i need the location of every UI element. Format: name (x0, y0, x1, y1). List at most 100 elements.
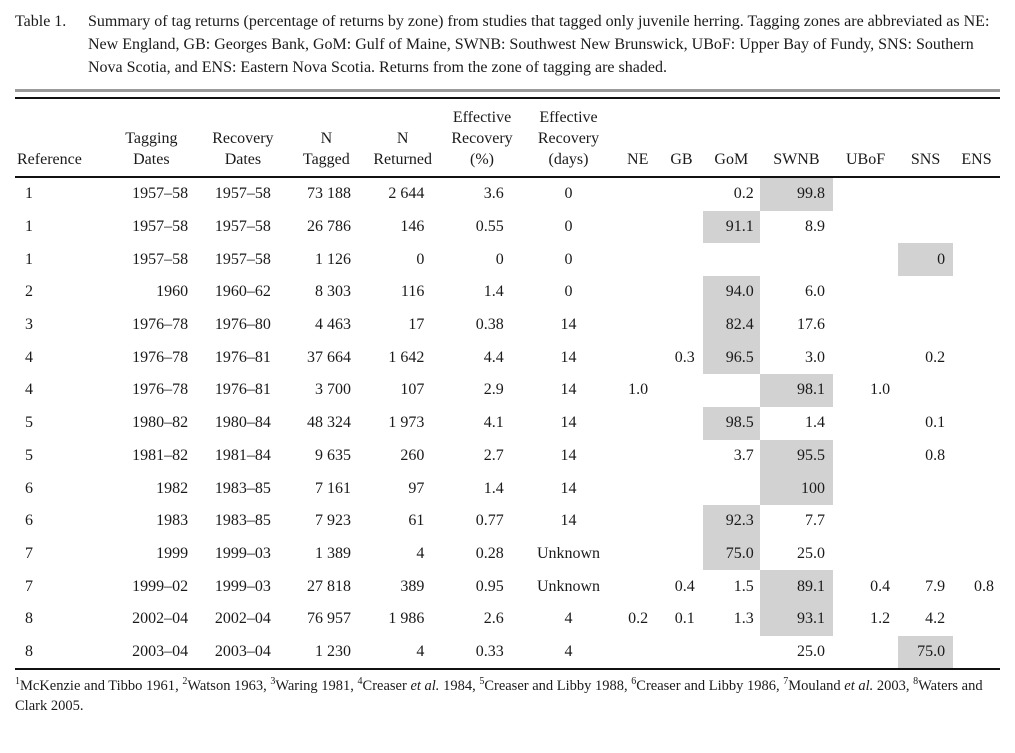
table-cell: 1.4 (805, 414, 826, 432)
table-cell: 1981–84 (214, 446, 271, 464)
table-cell: 7.7 (805, 512, 826, 530)
table-row: 7 1999–02 1999–03 27 818 389 0.95 Unknown 0.4 1.… (15, 570, 1000, 603)
column-header-recovery-dates: Recovery Dates (196, 98, 290, 178)
column-header-GoM: GoM (702, 98, 760, 178)
table-cell: 0.1 (674, 610, 695, 628)
table-cell (615, 341, 660, 374)
table-cell (660, 505, 703, 538)
table-cell (615, 276, 660, 309)
table-cell: 260 (400, 446, 425, 464)
table-cell: 4.1 (483, 414, 504, 432)
shaded-cell: 0 (898, 243, 954, 277)
table-cell (898, 309, 953, 342)
table-cell: 1.0 (870, 381, 891, 399)
table-cell: 4.2 (925, 610, 946, 628)
table-cell (615, 538, 660, 571)
table-header: Reference Tagging Dates Recovery Dates N Ta… (15, 98, 1000, 178)
table-cell: 107 (400, 381, 425, 399)
table-cell (833, 211, 898, 244)
table-cell (660, 538, 703, 571)
table-cell: 14 (560, 446, 577, 464)
table-cell (615, 472, 660, 505)
table-cell: 1983–85 (214, 512, 271, 530)
table-caption: Table 1. Summary of tag returns (percent… (15, 10, 1000, 79)
table-cell: 97 (408, 479, 425, 497)
table-cell (898, 177, 953, 211)
table-cell: 0 (416, 250, 425, 268)
table-cell: 1957–58 (132, 218, 189, 236)
table-cell: 1980–84 (214, 414, 271, 432)
table-cell (615, 407, 660, 440)
table-cell (833, 472, 898, 505)
table-cell: 7 161 (314, 479, 351, 497)
footnote: 1McKenzie and Tibbo 1961, 2Watson 1963, … (15, 676, 983, 715)
table-cell: 4 463 (314, 316, 351, 334)
table-row: 4 1976–78 1976–81 3 700 107 2.9 14 1.0 98.1 1.0 (15, 374, 1000, 407)
table-cell: 14 (560, 316, 577, 334)
column-header-n-returned: N Returned (362, 98, 443, 178)
table-cell (953, 538, 1000, 571)
table-cell (703, 374, 760, 407)
table-cell: 4 (564, 642, 573, 660)
table-cell: 1976–78 (132, 316, 189, 334)
table-cell: 9 635 (314, 446, 351, 464)
table-cell: 2002–04 (132, 610, 189, 628)
column-header-SNS: SNS (898, 98, 954, 178)
table-cell (833, 407, 898, 440)
table-cell: 2.9 (483, 381, 504, 399)
table-cell: 14 (560, 479, 577, 497)
shaded-cell: 93.1 (759, 602, 834, 636)
table-cell: 6 (25, 479, 33, 497)
table-cell: 5 (25, 446, 33, 464)
table-cell (660, 309, 703, 342)
table-cell (953, 177, 1000, 211)
shaded-cell: 96.5 (702, 341, 760, 375)
column-header-NE: NE (615, 98, 661, 178)
footnote-reference: 8Waters and Clark 2005 (15, 676, 983, 715)
table-cell: 3.7 (733, 446, 754, 464)
table-cell: 14 (560, 348, 577, 366)
table-cell: 2.7 (483, 446, 504, 464)
table-cell (953, 603, 1000, 636)
table-cell: 1957–58 (214, 250, 271, 268)
table-cell: 0.55 (475, 218, 504, 236)
table-cell: 116 (400, 283, 425, 301)
table-cell: 2.6 (483, 610, 504, 628)
table-cell: 0 (564, 185, 573, 203)
table-cell (833, 309, 898, 342)
table-cell: 1957–58 (132, 250, 189, 268)
table-cell: 1976–81 (214, 348, 271, 366)
table-cell: 2 (25, 283, 33, 301)
table-cell: 146 (400, 218, 425, 236)
table-cell: 17.6 (797, 316, 826, 334)
table-cell (953, 505, 1000, 538)
table-cell: 8 303 (314, 283, 351, 301)
table-cell (660, 276, 703, 309)
table-cell: 4 (564, 610, 573, 628)
table-cell: 2003–04 (214, 642, 271, 660)
table-cell (615, 440, 660, 473)
table-cell: 8 (25, 642, 33, 660)
table-cell (898, 211, 953, 244)
table-cell (833, 341, 898, 374)
column-header-effective-recovery-pct: Effective Recovery (%) (442, 98, 522, 178)
table-cell: 1 (25, 185, 33, 203)
table-caption-label: Table 1. (15, 13, 67, 30)
table-row: 3 1976–78 1976–80 4 463 17 0.38 14 82.4 17.6 (15, 308, 1000, 342)
table-cell: 6 (25, 512, 33, 530)
table-cell: 14 (560, 381, 577, 399)
table-cell: 73 188 (306, 185, 351, 203)
table-cell: 0.4 (870, 577, 891, 595)
table-cell: 1 642 (388, 348, 425, 366)
table-row: 2 1960 1960–62 8 303 116 1.4 0 94.0 6.0 (15, 276, 1000, 309)
shaded-cell: 75.0 (898, 635, 954, 670)
table-cell (615, 243, 660, 276)
table-row: 8 2002–04 2002–04 76 957 1 986 2.6 4 0.2 0.1 1.3 9… (15, 602, 1000, 636)
table-cell: 0.3 (674, 348, 695, 366)
table-cell: 0.77 (475, 512, 504, 530)
table-cell (953, 276, 1000, 309)
column-header-effective-recovery-days: Effective Recovery (days) (521, 98, 616, 178)
table-cell: 2 644 (388, 185, 425, 203)
table-cell (833, 177, 898, 211)
column-header-n-tagged: N Tagged (289, 98, 363, 178)
